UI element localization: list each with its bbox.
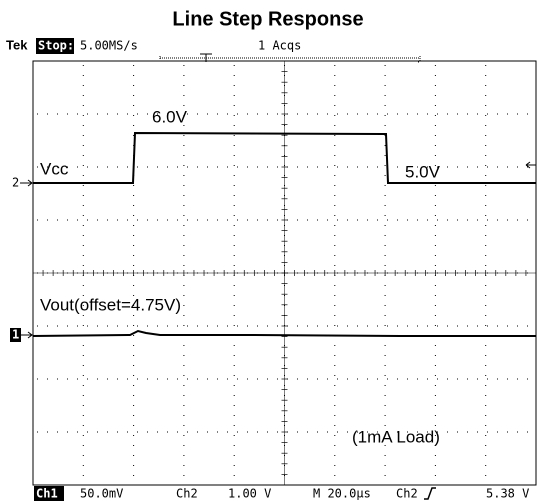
footer-ch1: Ch1 (36, 487, 58, 501)
trigger-level-marker (525, 161, 536, 169)
ch2-arrow (20, 179, 33, 187)
footer-ch1-scale: 50.0mV (80, 487, 123, 501)
state-box (36, 38, 74, 54)
load-label: (1mA Load) (352, 427, 440, 446)
vout-trace (32, 329, 536, 337)
graticule (32, 60, 537, 485)
acqs: 1 Acqs (258, 39, 301, 53)
graticule-border (32, 60, 537, 486)
low-label: 5.0V (405, 162, 441, 181)
footer-ch2-scale: 1.00 V (228, 487, 271, 501)
ch1-arrow (21, 331, 33, 339)
ch1-marker: 1 (12, 328, 19, 342)
high-label: 6.0V (152, 107, 188, 126)
ch2-marker: 2 (12, 176, 19, 190)
record-bracket (159, 53, 421, 63)
state: Stop: (38, 39, 74, 53)
vcc-label: Vcc (40, 159, 69, 178)
footer-trigger-level: 5.38 V (486, 487, 529, 501)
ch1-marker-box (10, 328, 21, 342)
ch1-box (34, 486, 64, 501)
footer-ch2: Ch2 (176, 487, 198, 501)
footer-time: M 20.0µs (313, 487, 371, 501)
vout-label: Vout(offset=4.75V) (40, 295, 181, 314)
title: Line Step Response (172, 8, 363, 30)
trigger-slope (424, 487, 436, 500)
vcc-trace (33, 131, 536, 184)
brand: Tek (6, 37, 28, 52)
rate: 5.00MS/s (80, 39, 138, 53)
footer-trigger: Ch2 (396, 487, 418, 501)
